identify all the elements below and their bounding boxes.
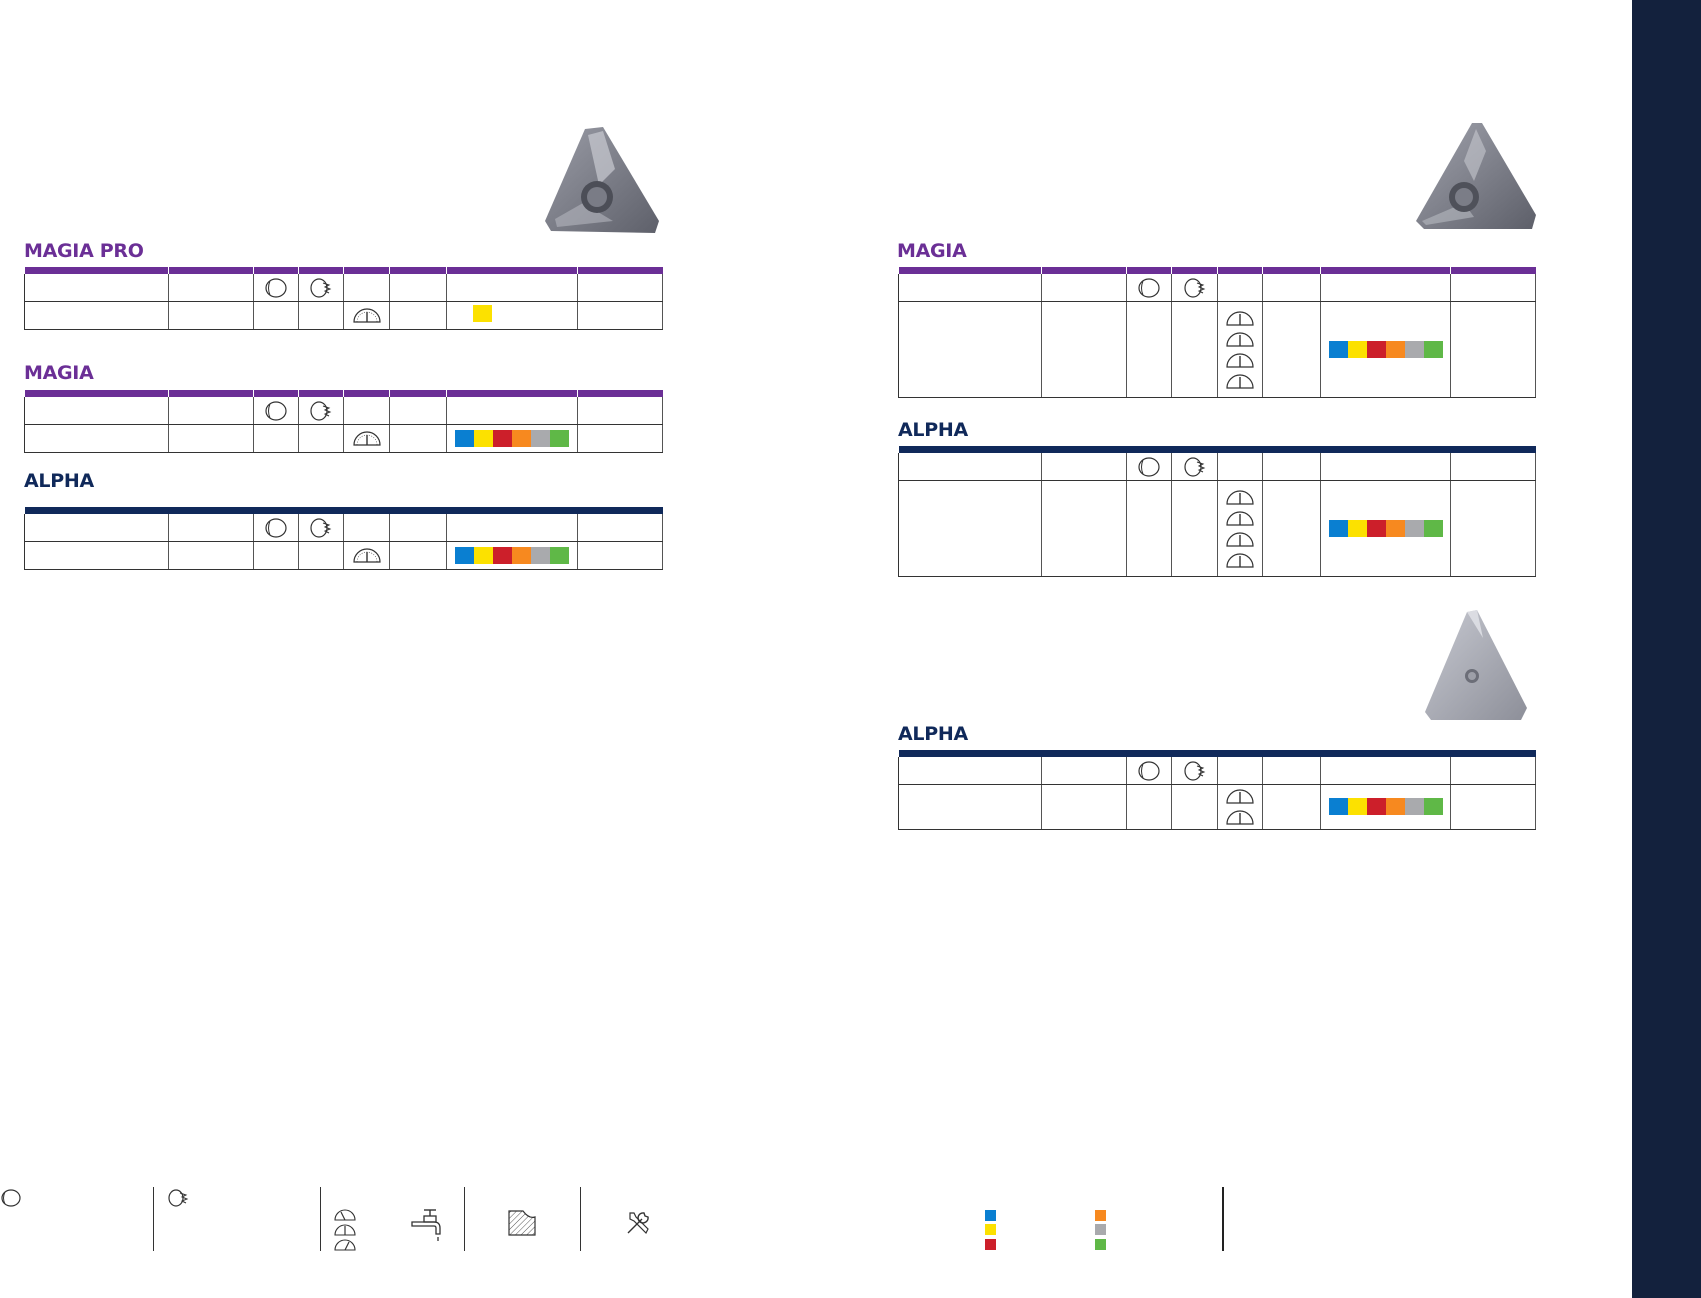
external-thread-icon <box>265 517 287 538</box>
legend-yellow-swatch <box>985 1224 996 1235</box>
table-row <box>24 514 663 542</box>
speed-gauge-icon <box>1226 352 1254 368</box>
section-title-magia-right: MAGIA <box>897 240 967 262</box>
legend-grey-swatch <box>1095 1224 1106 1235</box>
table-magia-pro <box>24 267 663 330</box>
legend-divider <box>1222 1187 1224 1251</box>
legend-red-swatch <box>985 1239 996 1250</box>
speed-gauge-icon <box>1226 331 1254 347</box>
speed-gauge-icon <box>1226 489 1254 505</box>
section-title-magia: MAGIA <box>24 362 94 384</box>
speed-gauge-icon <box>1226 510 1254 526</box>
speed-gauge-icon <box>1226 310 1254 326</box>
hatched-material-icon <box>508 1210 536 1236</box>
table-magia-right <box>898 267 1536 398</box>
table-row <box>898 301 1536 398</box>
material-swatches <box>1328 340 1443 358</box>
legend-green-swatch <box>1095 1239 1106 1250</box>
internal-thread-icon <box>310 400 332 421</box>
speed-gauge-icon <box>352 548 381 563</box>
material-swatches <box>455 429 569 447</box>
coolant-tap-icon <box>411 1209 441 1241</box>
legend-divider <box>320 1187 321 1251</box>
speed-gauge-icon <box>352 308 381 323</box>
table-magia-left <box>24 390 663 453</box>
material-swatches <box>1328 519 1443 537</box>
external-thread-icon <box>265 277 287 298</box>
table-row <box>24 397 663 425</box>
material-swatches <box>455 546 569 564</box>
table-row <box>898 784 1536 830</box>
external-thread-icon <box>1 1189 21 1207</box>
triangular-insert-image <box>545 127 659 233</box>
speed-gauge-icon <box>1226 531 1254 547</box>
internal-thread-icon <box>168 1189 189 1207</box>
section-title-alpha: ALPHA <box>24 470 94 492</box>
legend-divider <box>464 1187 465 1251</box>
table-row <box>898 274 1536 302</box>
table-row <box>24 541 663 570</box>
table-alpha-right-2 <box>898 750 1536 830</box>
table-alpha-left <box>24 507 663 570</box>
speed-gauge-icon <box>1226 552 1254 568</box>
speed-gauge-icon <box>1226 789 1254 804</box>
yellow-swatch <box>473 304 492 322</box>
internal-thread-icon <box>310 277 332 298</box>
table-row <box>24 424 663 453</box>
triangular-insert-image <box>1416 123 1536 229</box>
triangular-insert-image <box>1425 610 1527 720</box>
external-thread-icon <box>1138 760 1160 781</box>
speed-gauge-icon <box>352 431 381 446</box>
table-row <box>898 453 1536 481</box>
speed-gauge-icon <box>1226 373 1254 389</box>
legend-blue-swatch <box>985 1210 996 1221</box>
table-row <box>24 301 663 330</box>
tools-icon <box>627 1212 649 1235</box>
legend-orange-swatch <box>1095 1210 1106 1221</box>
section-title-magia-pro: MAGIA PRO <box>24 240 144 262</box>
table-row <box>24 274 663 302</box>
table-row <box>898 757 1536 785</box>
internal-thread-icon <box>1183 456 1205 477</box>
internal-thread-icon <box>1183 760 1205 781</box>
speed-gauge-icon <box>1226 810 1254 825</box>
legend-divider <box>580 1187 581 1251</box>
speed-gauge-icon <box>334 1209 356 1251</box>
external-thread-icon <box>265 400 287 421</box>
table-row <box>898 480 1536 577</box>
section-title-alpha-right-2: ALPHA <box>898 723 968 745</box>
external-thread-icon <box>1138 277 1160 298</box>
external-thread-icon <box>1138 456 1160 477</box>
legend-divider <box>153 1187 154 1251</box>
sidebar-band <box>1632 0 1701 1298</box>
material-swatches <box>1328 798 1443 816</box>
section-title-alpha-right-1: ALPHA <box>898 419 968 441</box>
internal-thread-icon <box>310 517 332 538</box>
internal-thread-icon <box>1183 277 1205 298</box>
table-alpha-right-1 <box>898 446 1536 577</box>
